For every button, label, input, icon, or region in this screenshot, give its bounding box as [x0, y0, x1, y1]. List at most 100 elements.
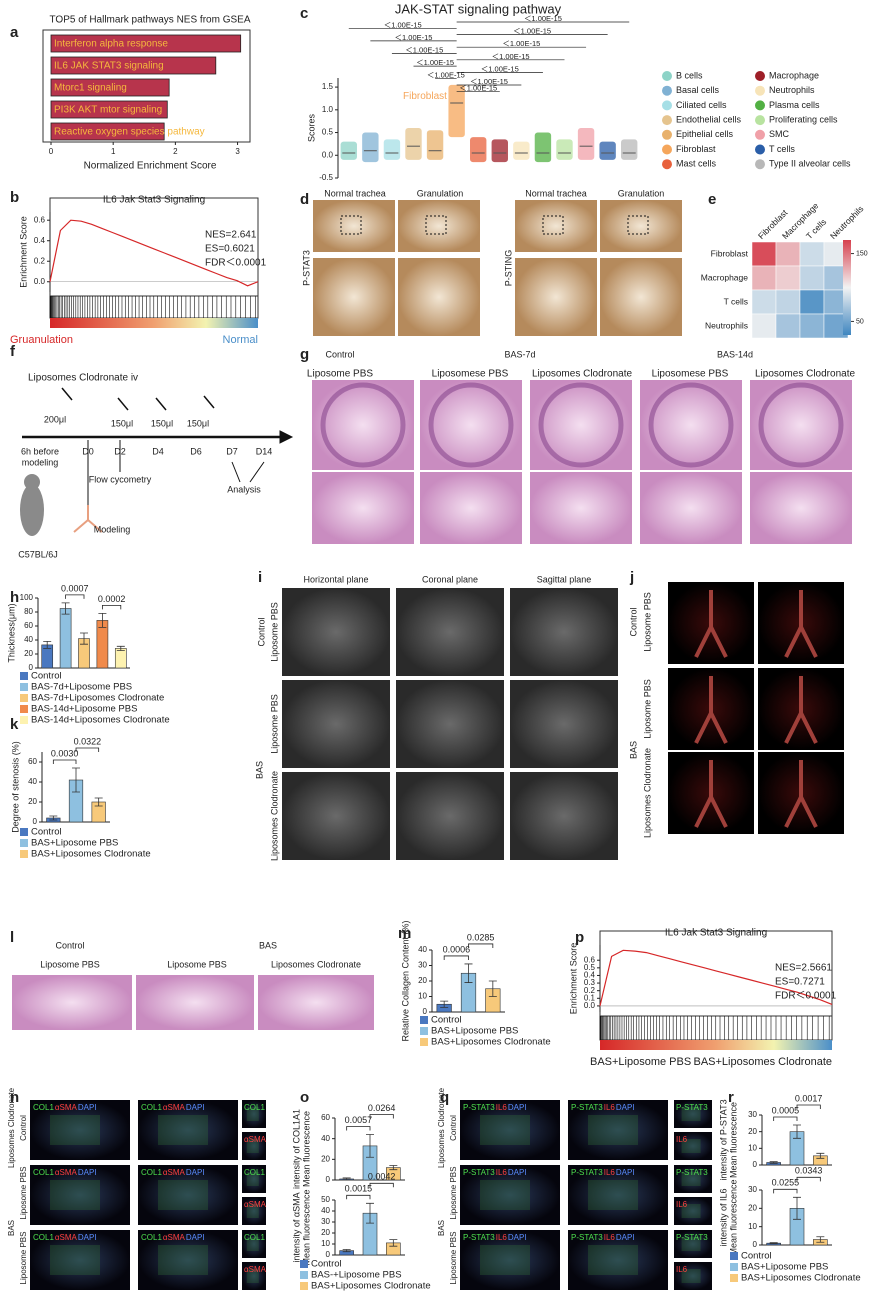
- image: [530, 472, 632, 544]
- sig-bracket: [52, 759, 77, 764]
- legend-swatch: [662, 129, 672, 140]
- annotation: Fibroblast: [403, 91, 447, 102]
- label: Control: [55, 940, 84, 950]
- y-tick-label: 30: [321, 1217, 330, 1226]
- label: DAPI: [186, 1233, 205, 1242]
- y-tick-label: 40: [321, 1134, 330, 1143]
- label: P-STING: [503, 250, 513, 287]
- image: [674, 1100, 712, 1128]
- colorbar-label: 50: [856, 318, 864, 325]
- image-signal: [246, 1107, 259, 1121]
- label: Liposome PBS: [642, 592, 652, 652]
- error-bar: [49, 815, 58, 821]
- label: Liposomes Clodronate iv: [28, 373, 138, 384]
- legend-swatch: [755, 144, 765, 155]
- panel-letter: j: [629, 569, 634, 586]
- image-signal: [50, 1245, 100, 1275]
- heat-cell: [799, 265, 825, 291]
- annotation: FDR＜0.0001: [205, 258, 267, 269]
- y-tick-label: 30: [418, 961, 427, 970]
- image: [640, 472, 742, 544]
- label: P-STAT3: [463, 1233, 495, 1242]
- legend-swatch: [20, 705, 28, 713]
- label: P-STAT3: [676, 1233, 708, 1242]
- legend-label: BAS+Liposomes Clodronate: [741, 1273, 861, 1284]
- x-axis-label: Normalized Enrichment Score: [84, 161, 217, 172]
- legend-label: BAS-7d+Liposomes Clodronate: [31, 693, 164, 704]
- bar: [50, 122, 165, 141]
- image-signal: [681, 1172, 701, 1186]
- label: BAS: [254, 761, 264, 779]
- p-value: ＜1.00E-15: [470, 77, 508, 86]
- y-axis-label: Scores: [306, 113, 316, 142]
- legend-label: Fibroblast: [676, 144, 716, 154]
- legend-swatch: [755, 71, 765, 81]
- label: P-STAT3: [463, 1168, 495, 1177]
- end-label: BAS+Liposome PBS: [590, 1056, 691, 1068]
- legend-swatch: [20, 839, 28, 847]
- label: P-STAT3: [301, 250, 311, 286]
- x-tick-label: 2: [173, 147, 178, 156]
- label: Liposomes Clodronate: [269, 771, 279, 861]
- image: [640, 380, 742, 470]
- airway: [694, 760, 728, 828]
- panel-letter: l: [10, 929, 14, 946]
- image: [138, 1165, 238, 1225]
- score-cloud: [426, 130, 444, 160]
- airway: [784, 760, 818, 828]
- y-tick-label: 0.0: [34, 277, 46, 286]
- error-bar: [769, 1242, 778, 1245]
- image: [420, 472, 522, 544]
- label: Liposome PBS: [269, 602, 279, 662]
- p-value: 0.0285: [467, 932, 495, 942]
- label: Control: [628, 607, 638, 636]
- y-axis-label: intensity of P-STAT3: [718, 1099, 728, 1180]
- sig-bracket: [773, 1188, 798, 1194]
- p-value: 0.0322: [74, 736, 102, 746]
- y-tick-label: 0: [33, 817, 38, 826]
- enrichment-line: [49, 219, 259, 287]
- image: [510, 680, 618, 768]
- heat-cell: [799, 313, 825, 339]
- label: Liposomese PBS: [432, 369, 509, 380]
- panel-letter: d: [300, 191, 309, 208]
- label: DAPI: [616, 1168, 635, 1177]
- label: DAPI: [78, 1103, 97, 1112]
- label: Liposomes Clodronate: [437, 1087, 446, 1168]
- plot-frame: [42, 29, 251, 143]
- label: COL1: [141, 1103, 162, 1112]
- image: [515, 200, 597, 252]
- trachea-ring: [428, 382, 514, 468]
- legend-label: Proliferating cells: [769, 114, 838, 124]
- label: Liposomese PBS: [652, 369, 729, 380]
- y-tick-label: 10: [321, 1239, 330, 1248]
- p-value: 0.0042: [368, 1172, 396, 1182]
- error-bar: [793, 1196, 801, 1220]
- panel-letter: n: [10, 1089, 19, 1106]
- y-tick-label: 40: [418, 945, 427, 954]
- p-value: ＜1.00E-15: [405, 45, 443, 54]
- y-axis-label: intensity of COL1A1: [291, 1109, 301, 1189]
- image-signal: [480, 1245, 530, 1275]
- legend-swatch: [20, 683, 28, 691]
- trachea-ring: [758, 382, 844, 468]
- label: DAPI: [616, 1103, 635, 1112]
- y-tick-label: 0: [753, 1160, 758, 1169]
- p-value: 0.0264: [368, 1103, 396, 1113]
- trachea-ring: [538, 382, 624, 468]
- label: αSMA: [55, 1168, 78, 1177]
- y-axis-label: Relative Collagen Content (%): [400, 920, 410, 1041]
- image-signal: [246, 1269, 259, 1283]
- label: BAS: [7, 1220, 16, 1236]
- label: IL6: [676, 1265, 688, 1274]
- label: Liposome PBS: [449, 1232, 458, 1285]
- legend-label: Endothelial cells: [676, 114, 742, 124]
- legend-swatch: [420, 1016, 428, 1024]
- score-cloud: [599, 141, 616, 160]
- image: [12, 975, 132, 1030]
- panel-letter: a: [10, 24, 19, 41]
- legend-swatch: [662, 85, 672, 96]
- label: Liposome PBS: [19, 1167, 28, 1220]
- airway: [784, 590, 818, 658]
- image: [568, 1230, 668, 1290]
